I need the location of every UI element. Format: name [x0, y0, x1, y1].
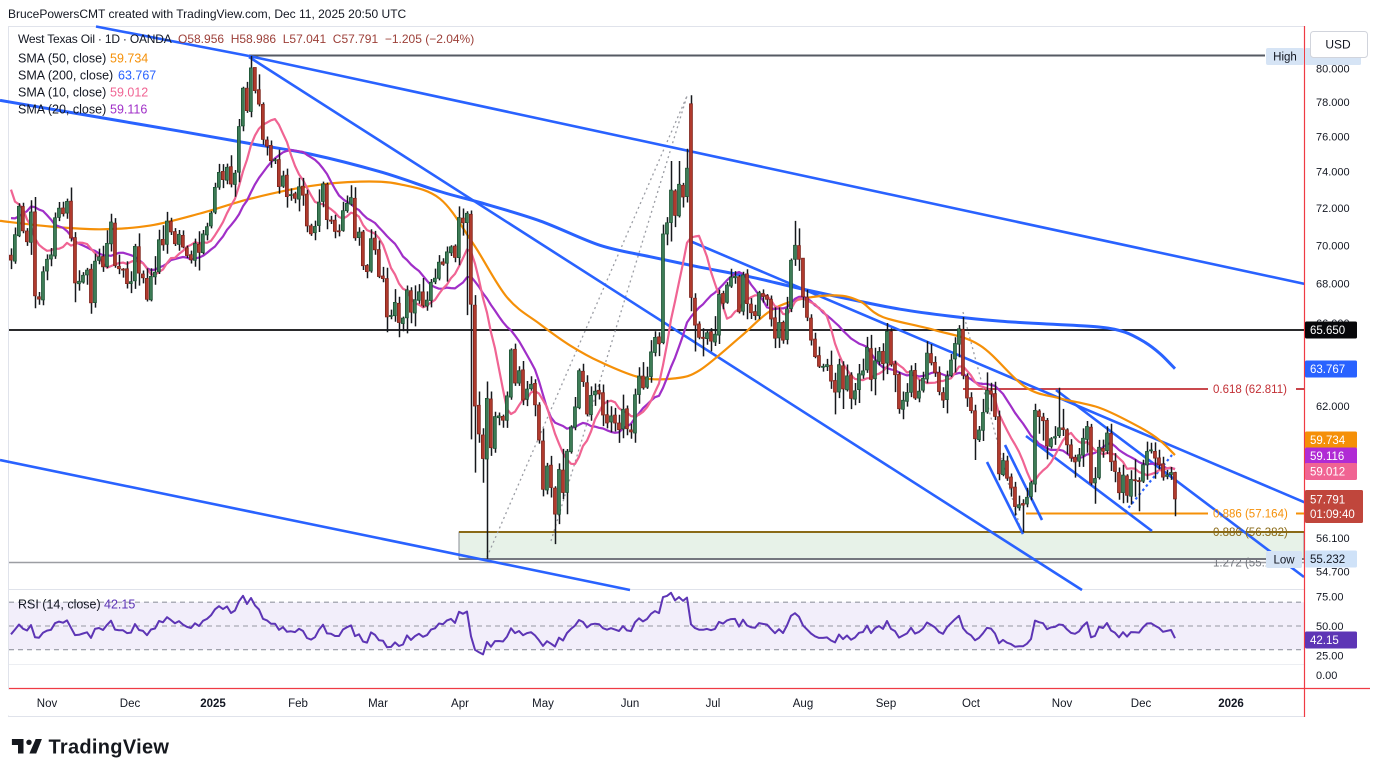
- svg-text:75.00: 75.00: [1316, 591, 1344, 603]
- svg-text:1.272 (55.1: 1.272 (55.1: [1213, 558, 1271, 570]
- svg-text:72.000: 72.000: [1316, 203, 1350, 215]
- svg-text:Oct: Oct: [962, 698, 981, 710]
- svg-text:Feb: Feb: [288, 698, 308, 710]
- svg-text:65.650: 65.650: [1310, 325, 1345, 337]
- svg-text:50.00: 50.00: [1316, 621, 1344, 633]
- svg-text:2025: 2025: [200, 698, 226, 710]
- svg-text:Low: Low: [1273, 555, 1295, 567]
- svg-text:59.012: 59.012: [1310, 467, 1345, 479]
- svg-text:May: May: [532, 698, 554, 710]
- svg-text:Nov: Nov: [1052, 698, 1073, 710]
- svg-text:0.618 (62.811): 0.618 (62.811): [1213, 384, 1287, 396]
- svg-text:59.116: 59.116: [1310, 451, 1344, 463]
- svg-text:Jun: Jun: [621, 698, 640, 710]
- svg-text:Dec: Dec: [120, 698, 141, 710]
- svg-text:USD: USD: [1325, 38, 1351, 52]
- svg-text:SMA (10, close)59.012: SMA (10, close) 59.012: [18, 86, 148, 100]
- svg-text:High: High: [1273, 52, 1297, 64]
- svg-text:RSI (14, close)42.15: RSI (14, close) 42.15: [18, 598, 135, 612]
- svg-text:TradingView: TradingView: [49, 737, 170, 759]
- svg-text:74.000: 74.000: [1316, 167, 1350, 179]
- svg-text:SMA (20, close)59.116: SMA (20, close) 59.116: [18, 103, 147, 117]
- svg-text:57.791: 57.791: [1310, 495, 1345, 507]
- svg-text:01:09:40: 01:09:40: [1310, 509, 1355, 521]
- svg-text:68.000: 68.000: [1316, 279, 1350, 291]
- svg-text:Nov: Nov: [37, 698, 58, 710]
- svg-text:West Texas Oil · 1D · OANDA: West Texas Oil · 1D · OANDA: [18, 32, 172, 46]
- svg-text:0.886 (56.382): 0.886 (56.382): [1213, 527, 1288, 539]
- svg-text:Dec: Dec: [1131, 698, 1152, 710]
- svg-text:70.000: 70.000: [1316, 240, 1350, 252]
- svg-text:SMA (50, close)59.734: SMA (50, close) 59.734: [18, 52, 148, 66]
- svg-text:BrucePowersCMT created with Tr: BrucePowersCMT created with TradingView.…: [8, 7, 407, 21]
- svg-text:42.15: 42.15: [1310, 635, 1339, 647]
- svg-text:Aug: Aug: [793, 698, 813, 710]
- svg-text:Jul: Jul: [706, 698, 721, 710]
- svg-text:76.000: 76.000: [1316, 131, 1350, 143]
- svg-text:SMA (200, close)63.767: SMA (200, close) 63.767: [18, 69, 156, 83]
- svg-text:O58.956 H58.986 L57.041 C57: O58.956 H58.986 L57.041 C57.791 −1.205 (…: [178, 32, 474, 46]
- svg-text:25.00: 25.00: [1316, 651, 1344, 663]
- svg-text:54.700: 54.700: [1316, 567, 1350, 579]
- svg-text:0.886 (57.164): 0.886 (57.164): [1213, 509, 1288, 521]
- svg-text:2026: 2026: [1218, 698, 1244, 710]
- svg-text:Mar: Mar: [368, 698, 388, 710]
- svg-text:80.000: 80.000: [1316, 64, 1350, 76]
- svg-text:78.000: 78.000: [1316, 97, 1350, 109]
- svg-text:56.100: 56.100: [1316, 533, 1350, 545]
- svg-text:Sep: Sep: [876, 698, 896, 710]
- svg-text:63.767: 63.767: [1310, 364, 1345, 376]
- svg-text:0.00: 0.00: [1316, 670, 1337, 682]
- svg-text:55.232: 55.232: [1310, 554, 1345, 566]
- svg-text:59.734: 59.734: [1310, 435, 1346, 447]
- svg-text:Apr: Apr: [451, 698, 469, 710]
- svg-text:62.000: 62.000: [1316, 401, 1350, 413]
